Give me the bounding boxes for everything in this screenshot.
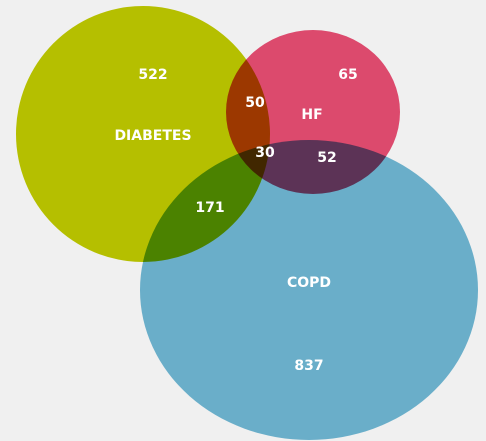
set-label: COPD bbox=[287, 275, 331, 291]
venn-labels: DIABETES HF COPD 522 65 837 50 171 52 30 bbox=[114, 67, 357, 374]
venn-sets bbox=[16, 6, 478, 440]
region-value: 30 bbox=[255, 145, 275, 161]
region-value: 65 bbox=[338, 67, 357, 83]
set-label: HF bbox=[301, 107, 322, 123]
region-value: 50 bbox=[245, 95, 265, 111]
region-value: 171 bbox=[195, 200, 224, 216]
set-circle bbox=[140, 140, 478, 440]
region-value: 522 bbox=[138, 67, 167, 83]
region-value: 52 bbox=[317, 150, 336, 166]
set-label: DIABETES bbox=[114, 128, 191, 144]
region-value: 837 bbox=[294, 358, 323, 374]
